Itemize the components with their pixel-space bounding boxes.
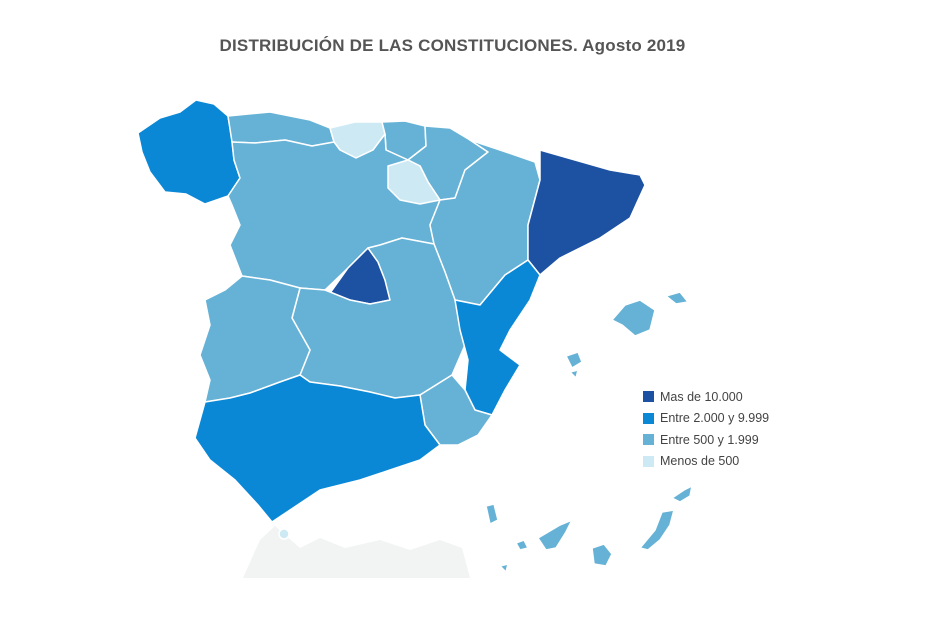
legend-item: Entre 2.000 y 9.999 [643, 408, 769, 430]
region-canarias-tenerife[interactable] [537, 519, 573, 551]
legend-label: Entre 2.000 y 9.999 [660, 411, 770, 426]
legend-label: Mas de 10.000 [660, 389, 743, 404]
region-ceuta[interactable] [278, 528, 290, 540]
legend-swatch [643, 412, 654, 424]
legend: Mas de 10.000 Entre 2.000 y 9.999 Entre … [643, 386, 769, 472]
region-baleares-ibiza[interactable] [565, 351, 583, 369]
legend-item: Mas de 10.000 [643, 386, 769, 408]
region-canarias-la-palma[interactable] [485, 503, 499, 525]
legend-swatch [643, 455, 654, 467]
region-cataluna[interactable] [527, 149, 646, 276]
africa-coast [243, 526, 470, 578]
region-canarias-gran-canaria[interactable] [591, 543, 613, 567]
legend-label: Menos de 500 [660, 454, 740, 469]
legend-item: Entre 500 y 1.999 [643, 429, 769, 451]
legend-label: Entre 500 y 1.999 [660, 432, 759, 447]
region-canarias-el-hierro[interactable] [499, 563, 509, 573]
region-andalucia[interactable] [194, 374, 441, 523]
legend-item: Menos de 500 [643, 451, 769, 473]
legend-swatch [643, 434, 654, 446]
region-canarias-la-gomera[interactable] [515, 539, 529, 551]
region-valencia[interactable] [454, 259, 541, 416]
map-title: DISTRIBUCIÓN DE LAS CONSTITUCIONES. Agos… [219, 36, 686, 55]
region-galicia[interactable] [137, 99, 241, 205]
legend-swatch [643, 391, 654, 403]
region-canarias-lanzarote[interactable] [671, 485, 693, 503]
region-baleares-menorca[interactable] [665, 291, 689, 305]
region-canarias-fuerteventura[interactable] [639, 509, 675, 551]
region-baleares-formentera[interactable] [569, 369, 579, 379]
region-baleares-mallorca[interactable] [611, 299, 656, 337]
